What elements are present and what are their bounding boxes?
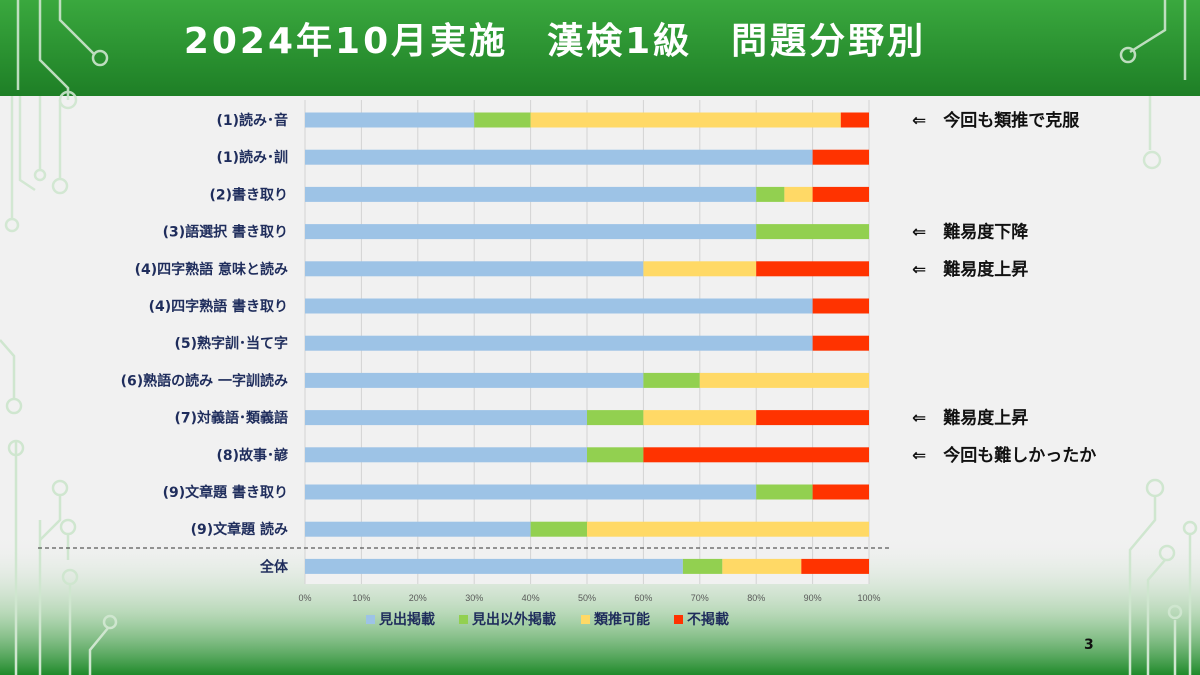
legend-label: 見出以外掲載 [471,611,556,628]
category-label: (1)読み･訓 [216,149,288,166]
bar-segment [305,335,813,351]
x-tick-label: 0% [298,593,311,603]
bar-segment [305,410,587,426]
circuit-decoration-bottom [0,339,1198,675]
bar-segment [812,484,869,500]
bar-segment [840,112,869,128]
annotation-text: ⇐ 難易度下降 [912,222,1029,243]
category-label: (7)対義語･類義語 [174,410,288,427]
x-tick-label: 80% [747,593,765,603]
annotation-text: ⇐ 難易度上昇 [912,408,1028,429]
legend-swatch [674,615,683,624]
x-tick-label: 60% [634,593,652,603]
bar-segment [305,112,475,128]
bar-segment [305,484,757,500]
bar-segment [530,112,841,128]
category-label: (9)文章題 書き取り [163,484,288,501]
bar-segment [643,447,869,463]
bar-segment [784,186,813,202]
x-tick-label: 90% [804,593,822,603]
legend-label: 類推可能 [593,611,650,628]
category-label: (4)四字熟語 書き取り [149,298,288,315]
x-tick-label: 40% [522,593,540,603]
bar-segment [812,186,869,202]
bar-segment [587,447,644,463]
legend-swatch [581,615,590,624]
bar-segment [305,447,587,463]
bar-segment [699,372,869,388]
category-label: (9)文章題 読み [191,521,288,538]
legend-swatch [459,615,468,624]
bar-segment [305,149,813,165]
legend-label: 不掲載 [687,611,729,628]
x-tick-label: 100% [857,593,880,603]
bar-segment [305,558,683,574]
x-tick-label: 20% [409,593,427,603]
bar-segment [812,335,869,351]
bar-segment [722,558,802,574]
category-label: (6)熟語の読み 一字訓読み [121,372,288,389]
legend-label: 見出掲載 [378,611,435,628]
bar-segment [812,149,869,165]
bar-segment [643,372,700,388]
annotation-text: ⇐ 難易度上昇 [912,259,1028,280]
x-tick-label: 50% [578,593,596,603]
category-label: (2)書き取り [209,186,288,203]
bar-segment [756,484,813,500]
annotation-text: ⇐ 今回も難しかったか [912,445,1096,466]
bar-segment [801,558,869,574]
bar-segment [305,372,644,388]
bar-segment [305,261,644,277]
bar-segment [756,410,869,426]
page-number: 3 [1084,637,1094,653]
bar-segment [305,521,531,537]
bar-segment [587,521,869,537]
legend-swatch [366,615,375,624]
category-label: (5)熟字訓･当て字 [174,335,288,352]
bar-segment [812,298,869,314]
bar-segment [587,410,644,426]
bar-segment [756,224,869,240]
category-label: (8)故事･諺 [216,447,288,464]
bar-segment [643,410,757,426]
bar-segment [305,186,757,202]
category-label: (4)四字熟語 意味と読み [135,261,288,278]
x-tick-label: 30% [465,593,483,603]
bar-segment [305,298,813,314]
x-tick-label: 10% [352,593,370,603]
category-label: 全体 [259,558,289,575]
slide-title: 2024年10月実施 漢検1級 問題分野別 [183,21,927,62]
category-label: (1)読み･音 [216,112,288,129]
header-band [0,0,1200,96]
bar-segment [305,224,757,240]
annotation-text: ⇐ 今回も類推で克服 [912,110,1080,131]
bar-segment [756,261,869,277]
x-tick-label: 70% [691,593,709,603]
bar-segment [682,558,723,574]
bar-segment [530,521,587,537]
category-label: (3)語選択 書き取り [163,224,288,241]
bar-segment [474,112,531,128]
bar-segment [643,261,757,277]
circuit-decoration [4,0,1187,233]
bar-segment [756,186,785,202]
